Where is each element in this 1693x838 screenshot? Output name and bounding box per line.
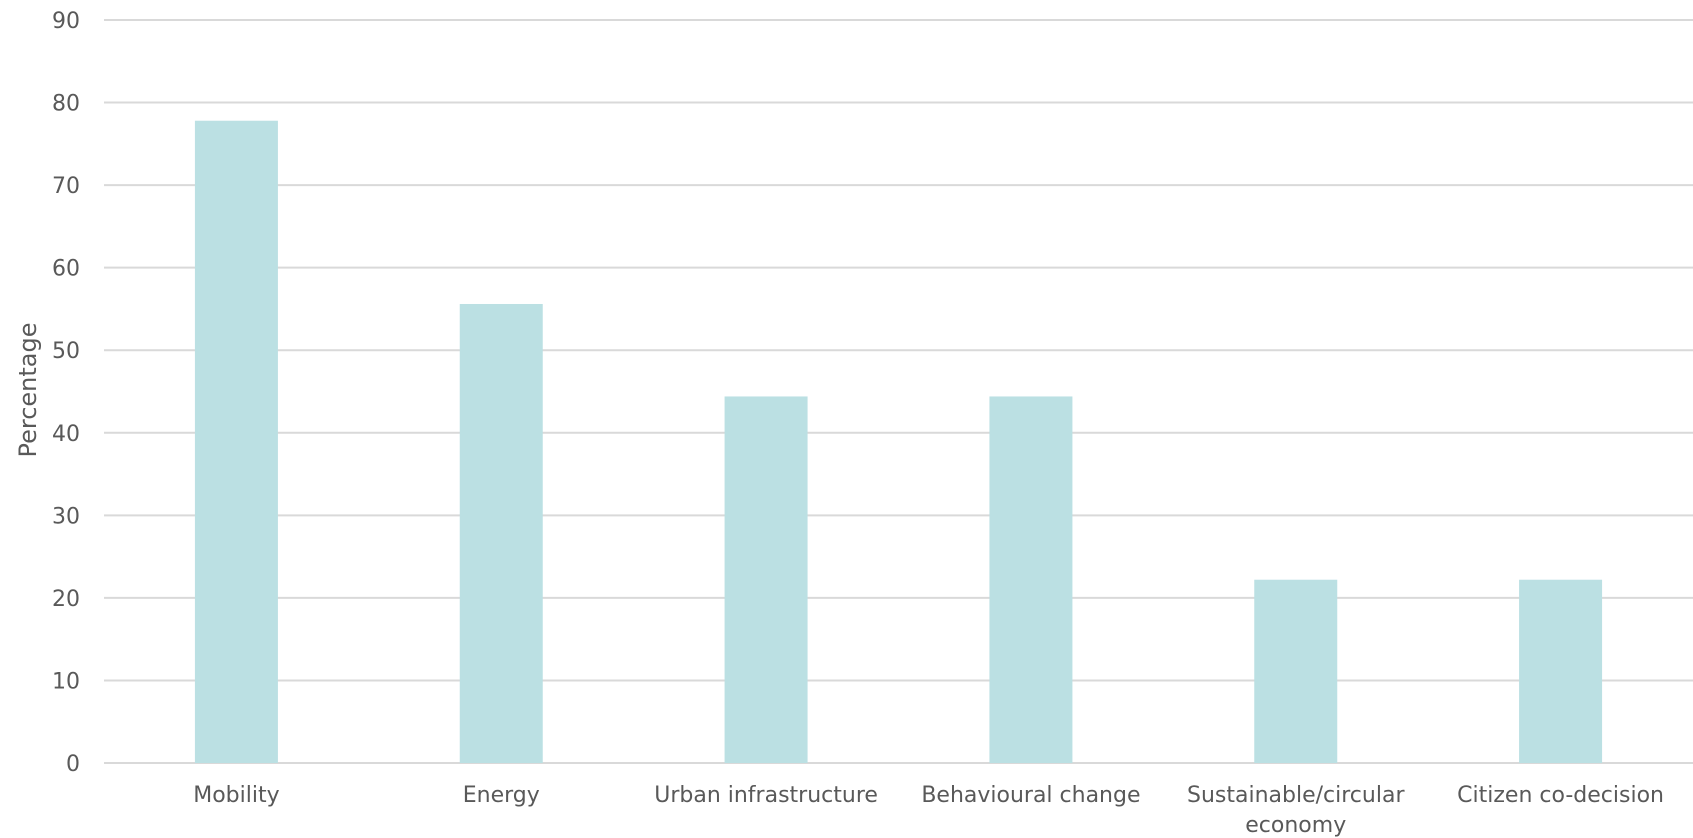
y-tick-label: 40 (52, 422, 80, 447)
y-axis-ticks: 0 10 20 30 40 50 60 70 80 90 (52, 9, 80, 777)
y-tick-label: 70 (52, 174, 80, 199)
y-tick-label: 80 (52, 92, 80, 117)
bar (1519, 579, 1603, 763)
bar (1254, 579, 1338, 763)
bar (194, 120, 278, 764)
gridlines (104, 19, 1693, 764)
x-category-label: Urban infrastructure (654, 783, 878, 808)
y-tick-label: 20 (52, 587, 80, 612)
y-tick-label: 90 (52, 9, 80, 34)
x-category-label: Citizen co-decision (1457, 783, 1664, 808)
bar (989, 396, 1073, 763)
bar (459, 303, 543, 763)
y-tick-label: 0 (66, 752, 80, 777)
y-tick-label: 10 (52, 669, 80, 694)
x-category-label: Energy (463, 783, 540, 808)
y-tick-label: 50 (52, 339, 80, 364)
x-category-label: Sustainable/circular (1187, 783, 1405, 808)
y-tick-label: 60 (52, 257, 80, 282)
bar (724, 396, 808, 763)
x-category-label: Mobility (193, 783, 279, 808)
bars (194, 120, 1603, 764)
y-tick-label: 30 (52, 504, 80, 529)
y-axis-title: Percentage (14, 322, 42, 457)
x-category-label: Behavioural change (921, 783, 1140, 808)
x-axis-categories: Mobility Energy Urban infrastructure Behavi… (193, 783, 1664, 838)
x-category-label: economy (1245, 813, 1346, 838)
